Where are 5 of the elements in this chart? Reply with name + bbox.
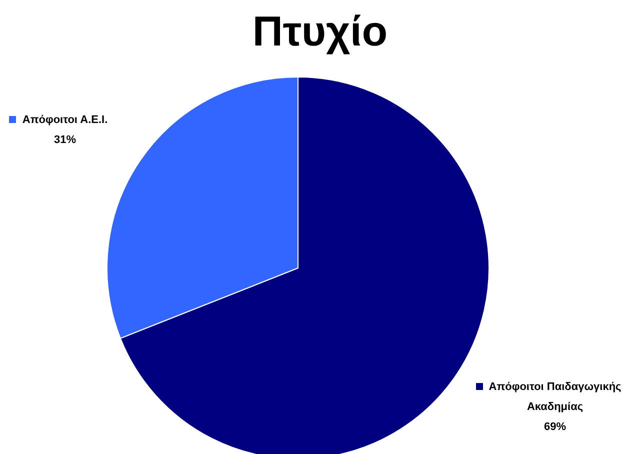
data-label: 31% <box>54 134 76 146</box>
data-label: 69% <box>544 421 566 433</box>
legend-label: Απόφοιτοι Α.Ε.Ι. <box>22 114 108 126</box>
chart-title: Πτυχίο <box>252 8 388 54</box>
legend-label: Απόφοιτοι Παιδαγωγικής Ακαδημίας <box>488 381 622 413</box>
